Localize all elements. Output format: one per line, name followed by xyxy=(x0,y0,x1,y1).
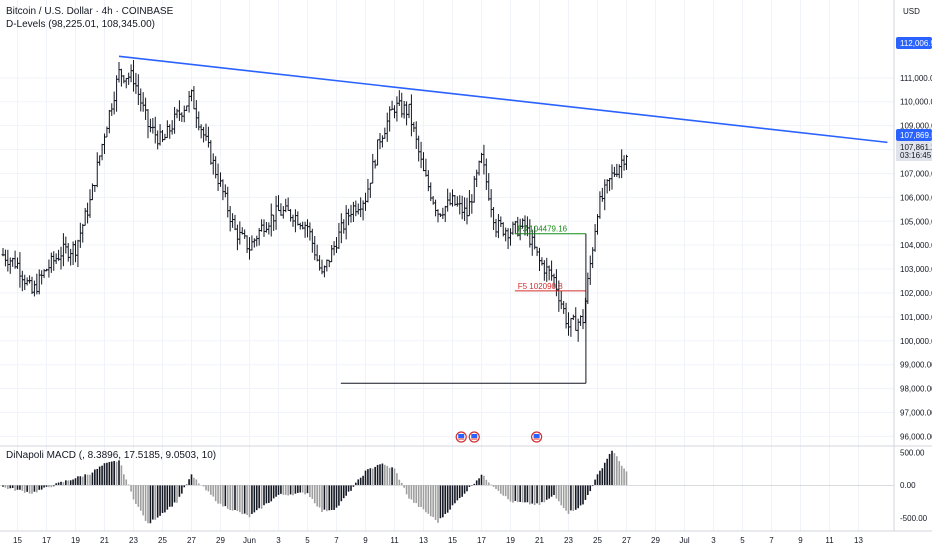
time-tick-label: 3 xyxy=(276,536,281,545)
time-tick-label: 17 xyxy=(42,536,51,545)
price-tick-label: 105,000.00 xyxy=(900,217,932,226)
event-flag-canton xyxy=(533,434,540,438)
price-tick-label: 102,000.00 xyxy=(900,289,932,298)
time-tick-label: 19 xyxy=(506,536,515,545)
macd-pane xyxy=(0,450,894,524)
time-tick-label: 27 xyxy=(622,536,631,545)
time-tick-label: 29 xyxy=(216,536,225,545)
price-tick-label: 109,000.00 xyxy=(900,122,932,131)
price-tick-label: 101,000.00 xyxy=(900,313,932,322)
chart-title[interactable]: Bitcoin / U.S. Dollar · 4h · COINBASE xyxy=(6,6,174,17)
event-markers xyxy=(455,431,543,443)
us-flag-event-icon[interactable] xyxy=(455,431,467,443)
macd-tick-label: -500.00 xyxy=(900,514,928,523)
time-tick-label: Jul xyxy=(679,536,689,545)
last-price-tag: 107,869.59 xyxy=(896,129,932,141)
time-tick-label: 29 xyxy=(651,536,660,545)
f5-level-label: F5 102090.8 xyxy=(518,282,563,291)
price-tick-label: 98,000.00 xyxy=(900,385,932,394)
macd-tick-label: 500.00 xyxy=(900,449,925,458)
time-tick-label: 25 xyxy=(593,536,602,545)
price-tick-label: 111,000.00 xyxy=(900,74,932,83)
time-tick-label: 9 xyxy=(798,536,803,545)
time-tick-label: 13 xyxy=(419,536,428,545)
price-tick-label: 110,000.00 xyxy=(900,98,932,107)
time-tick-label: 5 xyxy=(305,536,310,545)
time-tick-label: 5 xyxy=(740,536,745,545)
time-tick-label: 7 xyxy=(769,536,774,545)
price-tick-label: 106,000.00 xyxy=(900,193,932,202)
time-tick-label: 15 xyxy=(448,536,457,545)
time-tick-label: 11 xyxy=(390,536,399,545)
time-tick-label: 23 xyxy=(129,536,138,545)
time-tick-label: 27 xyxy=(187,536,196,545)
time-tick-label: 21 xyxy=(100,536,109,545)
price-tick-label: 103,000.00 xyxy=(900,265,932,274)
trendline[interactable] xyxy=(118,55,888,144)
time-tick-label: Jun xyxy=(243,536,256,545)
time-tick-label: 3 xyxy=(711,536,716,545)
event-flag-canton xyxy=(458,434,465,438)
time-tick-label: 11 xyxy=(825,536,834,545)
trendline-price-tag: 112,006.96 xyxy=(896,37,932,49)
dinapoli-levels: F3 104479.16 F5 102090.8 xyxy=(340,225,587,384)
macd-legend[interactable]: DiNapoli MACD (, 8.3896, 17.5185, 9.0503… xyxy=(6,450,216,461)
indicator-legend[interactable]: D-Levels (98,225.01, 108,345.00) xyxy=(6,19,155,30)
time-tick-label: 25 xyxy=(158,536,167,545)
last-price-sub-tag: 107,861.27 03:16:45 xyxy=(896,141,932,161)
time-axis[interactable]: 15 17 19 21 23 25 27 29 Jun 3 5 7 9 11 13 15 17 19 21 23 25 2… xyxy=(13,536,863,545)
event-flag-canton xyxy=(471,434,478,438)
price-tick-label: 99,000.00 xyxy=(900,361,932,370)
time-tick-label: 15 xyxy=(13,536,22,545)
f3-level-label: F3 104479.16 xyxy=(518,225,568,234)
us-flag-event-icon[interactable] xyxy=(530,431,543,443)
price-tick-label: 100,000.00 xyxy=(900,337,932,346)
time-tick-label: 9 xyxy=(363,536,368,545)
price-bar xyxy=(625,154,628,170)
price-tick-label: 97,000.00 xyxy=(900,409,932,418)
price-bars xyxy=(1,59,628,342)
time-tick-label: 13 xyxy=(854,536,863,545)
price-tick-label: 104,000.00 xyxy=(900,241,932,250)
bar-countdown: 03:16:45 xyxy=(900,151,932,160)
currency-label[interactable]: USD xyxy=(903,7,920,16)
us-flag-event-icon[interactable] xyxy=(468,431,480,443)
time-tick-label: 23 xyxy=(564,536,573,545)
time-tick-label: 21 xyxy=(535,536,544,545)
trendline-price-value: 112,006.96 xyxy=(900,39,932,48)
price-tick-label: 96,000.00 xyxy=(900,432,932,441)
price-tick-label: 107,000.00 xyxy=(900,169,932,178)
last-price-sub-value: 107,861.27 xyxy=(900,143,932,152)
time-tick-label: 17 xyxy=(477,536,486,545)
time-tick-label: 19 xyxy=(71,536,80,545)
time-tick-label: 7 xyxy=(334,536,339,545)
macd-tick-label: 0.00 xyxy=(900,481,916,490)
grid-layer xyxy=(0,0,894,531)
macd-axis[interactable]: 500.00 0.00 -500.00 xyxy=(900,449,928,523)
last-price-value: 107,869.59 xyxy=(900,131,932,140)
